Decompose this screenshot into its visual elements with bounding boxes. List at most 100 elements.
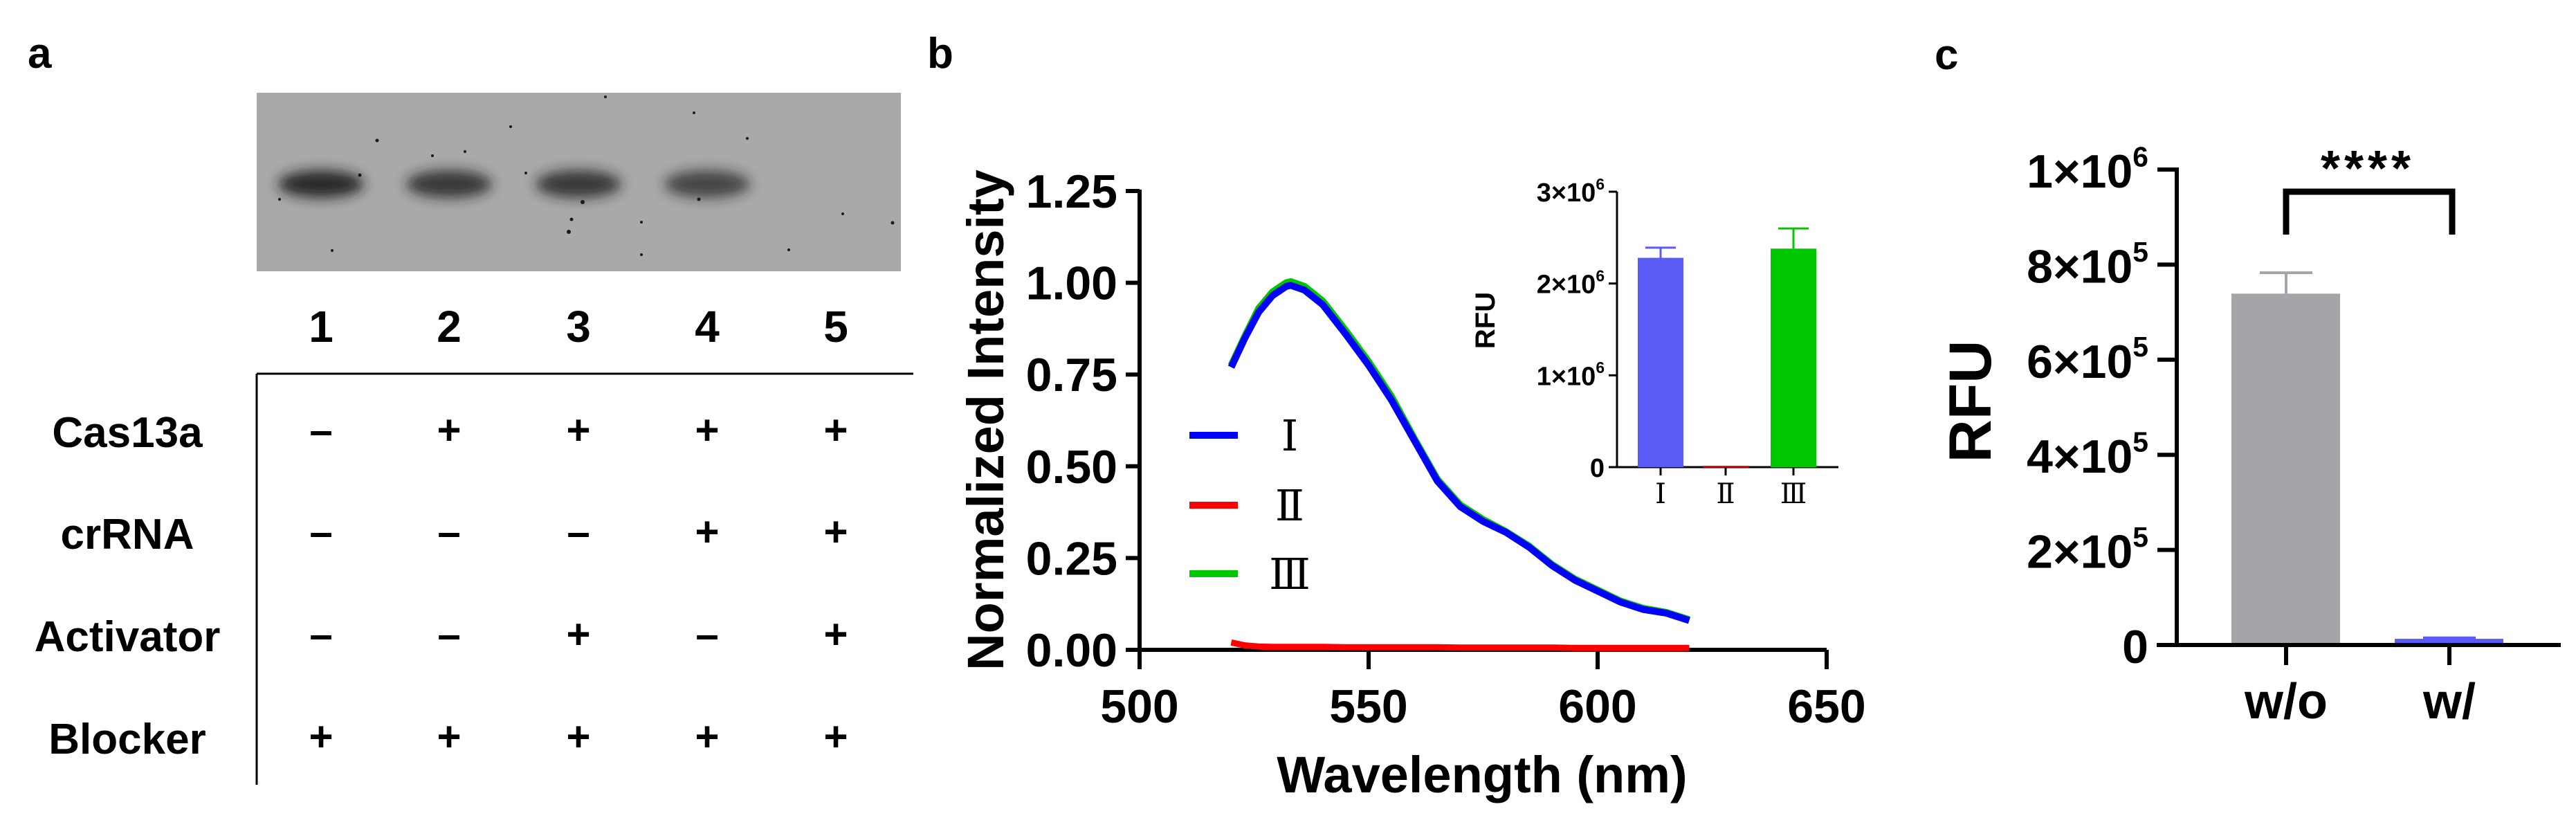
y-tick-label: 0.50 xyxy=(1026,441,1117,493)
significance-stars: **** xyxy=(2321,141,2415,197)
legend-item: Ⅰ xyxy=(1189,410,1298,461)
lane-numbers: 1 2 3 4 5 xyxy=(309,302,848,352)
gel-bands xyxy=(278,170,750,198)
bar-wo xyxy=(2231,293,2340,643)
y-tick-label-exponent: 5 xyxy=(2132,426,2148,458)
spectrum-chart: 0.00 0.25 0.50 0.75 1.00 1.25 500 550 600 650 Wave… xyxy=(957,165,1866,803)
lane-number: 4 xyxy=(695,302,720,352)
lane-number: 5 xyxy=(823,302,848,352)
y-axis-title: Normalized Intensity xyxy=(957,170,1014,671)
legend-label: Ⅱ xyxy=(1275,480,1304,531)
series-line-2 xyxy=(1230,639,1690,651)
legend-label: Ⅰ xyxy=(1281,410,1299,461)
condition-table: Cas13a – + + + +crRNA – – – + +Activator – – + – +Block… xyxy=(35,407,848,763)
lane-number: 3 xyxy=(566,302,591,352)
y-tick-label-base: 4×10 xyxy=(2027,430,2132,483)
minus-sign: – xyxy=(567,509,590,555)
panel-label-a: a xyxy=(28,30,52,78)
minus-sign: – xyxy=(309,611,332,657)
x-axis-title: Wavelength (nm) xyxy=(1277,746,1687,803)
x-tick-label: 600 xyxy=(1558,680,1636,733)
gel-band xyxy=(536,170,621,198)
row-label: Activator xyxy=(35,613,221,661)
plus-sign: + xyxy=(695,714,719,760)
plus-sign: + xyxy=(566,714,590,760)
y-tick-label-exponent: 5 xyxy=(2132,521,2148,553)
condition-row: Cas13a – + + + + xyxy=(52,407,848,457)
inset-y-tick-label-exponent: 6 xyxy=(1596,175,1605,193)
y-axis-title: RFU xyxy=(1937,340,2004,463)
plus-sign: + xyxy=(566,407,590,453)
y-tick-label: 1×106 xyxy=(2027,140,2148,198)
inset-y-tick-label-exponent: 6 xyxy=(1596,358,1605,376)
y-tick-label: 0 xyxy=(2122,621,2148,673)
lane-number: 1 xyxy=(309,302,334,352)
lane-number: 2 xyxy=(437,302,462,352)
y-tick-label-base: 1×10 xyxy=(2027,145,2132,198)
minus-sign: – xyxy=(309,407,332,453)
inset-bar xyxy=(1638,257,1683,467)
legend-item: Ⅱ xyxy=(1189,480,1304,531)
plus-sign: + xyxy=(566,611,590,657)
panel-label-b: b xyxy=(927,30,953,78)
x-tick-label: w/ xyxy=(2422,674,2476,729)
plus-sign: + xyxy=(823,714,848,760)
plus-sign: + xyxy=(695,509,719,555)
inset-x-tick-label: Ⅰ xyxy=(1655,478,1666,510)
y-tick-label: 0.00 xyxy=(1026,624,1117,677)
panel-label-c: c xyxy=(1935,31,1958,79)
inset-y-tick-label: 2×106 xyxy=(1537,267,1605,300)
row-label: crRNA xyxy=(61,511,194,558)
plus-sign: + xyxy=(823,611,848,657)
significance-bracket xyxy=(2283,188,2456,235)
inset-y-tick-label-base: 1×10 xyxy=(1537,362,1596,391)
gel-band xyxy=(278,170,364,198)
y-tick-label: 6×105 xyxy=(2027,331,2148,388)
y-tick-label: 0.25 xyxy=(1026,532,1117,585)
x-tick-label: w/o xyxy=(2244,674,2328,729)
y-tick-label-base: 6×10 xyxy=(2027,336,2132,388)
inset-y-tick-label-exponent: 6 xyxy=(1596,267,1605,285)
bar-w xyxy=(2395,639,2503,643)
y-tick-label-base: 0 xyxy=(2122,621,2148,673)
y-tick-label-base: 8×10 xyxy=(2027,240,2132,293)
minus-sign: – xyxy=(309,509,332,555)
row-label: Blocker xyxy=(48,716,205,763)
y-tick-label-base: 2×10 xyxy=(2027,526,2132,579)
y-tick-label-exponent: 6 xyxy=(2132,140,2148,172)
inset-y-tick-label-base: 3×10 xyxy=(1537,179,1596,208)
gel-band xyxy=(664,170,750,198)
x-tick-label: 500 xyxy=(1100,680,1178,733)
plus-sign: + xyxy=(695,407,719,453)
plus-sign: + xyxy=(309,714,333,760)
y-tick-label: 8×105 xyxy=(2027,236,2148,293)
row-label: Cas13a xyxy=(52,409,203,457)
minus-sign: – xyxy=(695,611,718,657)
panel-b: b 0.00 0.25 0.50 0.75 1.00 1.25 500 550 600 650 Wa… xyxy=(927,30,1866,803)
inset-y-axis-title: RFU xyxy=(1470,292,1501,349)
y-tick-label: 0.75 xyxy=(1026,349,1117,401)
inset-y-tick-label: 3×106 xyxy=(1537,175,1605,208)
inset-x-tick-label: Ⅱ xyxy=(1716,478,1735,510)
inset-bar xyxy=(1771,248,1816,467)
inset-x-tick-label: Ⅲ xyxy=(1780,478,1807,510)
plus-sign: + xyxy=(823,407,848,453)
inset-y-tick-label: 0 xyxy=(1590,454,1605,483)
plus-sign: + xyxy=(437,407,461,453)
y-tick-label: 2×105 xyxy=(2027,521,2148,579)
gel-specks xyxy=(278,96,895,256)
y-tick-label: 1.25 xyxy=(1026,165,1117,218)
inset-bar xyxy=(1703,466,1748,467)
y-tick-label: 4×105 xyxy=(2027,426,2148,484)
plus-sign: + xyxy=(823,509,848,555)
minus-sign: – xyxy=(437,509,460,555)
condition-row: Activator – – + – + xyxy=(35,611,848,661)
condition-row: crRNA – – – + + xyxy=(61,509,848,558)
panel-a: a 1 2 3 4 5 Cas13a – + + + + crRNA – – – + + Activator – –… xyxy=(28,30,913,785)
condition-row: Blocker + + + + + xyxy=(48,714,848,763)
inset-y-tick-label-base: 2×10 xyxy=(1537,271,1596,300)
y-tick-label-exponent: 5 xyxy=(2132,331,2148,363)
